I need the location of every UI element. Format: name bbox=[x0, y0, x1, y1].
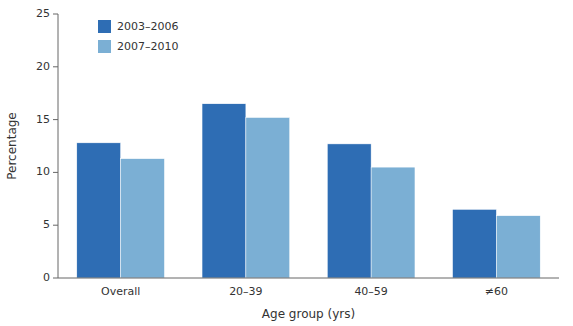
legend-label: 2003–2006 bbox=[117, 20, 179, 33]
legend-label: 2007–2010 bbox=[117, 40, 179, 53]
y-tick-label: 25 bbox=[36, 7, 50, 20]
y-axis-label: Percentage bbox=[5, 112, 19, 180]
x-tick-label: Overall bbox=[101, 285, 140, 298]
x-axis-line bbox=[58, 278, 559, 279]
y-tick-label: 0 bbox=[43, 271, 50, 284]
x-tick-label: 20–39 bbox=[229, 285, 263, 298]
chart: 0 5 10 15 20 25 Overall 20–39 40–59 ≠60 Age group … bbox=[0, 0, 573, 326]
y-axis-line bbox=[58, 14, 59, 278]
x-axis-label: Age group (yrs) bbox=[262, 307, 355, 321]
legend-swatch bbox=[98, 40, 111, 53]
y-tick bbox=[53, 225, 58, 226]
bar bbox=[327, 144, 371, 278]
legend-swatch bbox=[98, 20, 111, 33]
x-tick-label: 40–59 bbox=[354, 285, 388, 298]
x-tick-label: ≠60 bbox=[485, 285, 508, 298]
y-tick bbox=[53, 119, 58, 120]
bar bbox=[371, 167, 415, 278]
bar bbox=[121, 159, 165, 278]
bar bbox=[246, 117, 290, 278]
legend: 2003–2006 2007–2010 bbox=[98, 20, 179, 53]
y-tick bbox=[53, 172, 58, 173]
bar bbox=[496, 216, 540, 278]
y-tick-label: 15 bbox=[36, 113, 50, 126]
bars bbox=[77, 104, 540, 278]
bar bbox=[453, 209, 497, 278]
y-tick bbox=[53, 14, 58, 15]
y-tick bbox=[53, 278, 58, 279]
y-tick-label: 20 bbox=[36, 60, 50, 73]
bar bbox=[77, 143, 121, 278]
bar bbox=[202, 104, 246, 278]
y-tick-label: 5 bbox=[43, 218, 50, 231]
y-tick-label: 10 bbox=[36, 165, 50, 178]
y-tick bbox=[53, 66, 58, 67]
